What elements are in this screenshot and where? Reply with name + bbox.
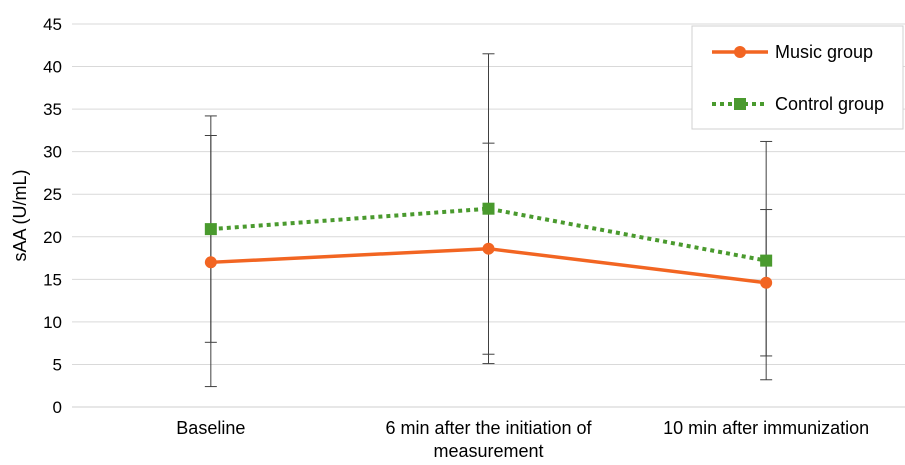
data-point-1-1 xyxy=(204,256,217,269)
y-axis: 0 5 10 15 20 25 30 35 40 45 xyxy=(43,15,62,417)
x-tick-label-line: measurement xyxy=(433,441,543,461)
x-tick-label-1: Baseline xyxy=(176,418,245,438)
y-tick-label-30: 30 xyxy=(43,143,62,162)
series-lines xyxy=(204,202,773,289)
y-tick-label-5: 5 xyxy=(53,355,62,374)
x-tick-label-3: 10 min after immunization xyxy=(663,418,869,438)
x-tick-label-line: 10 min after immunization xyxy=(663,418,869,438)
legend-marker-1 xyxy=(734,46,746,58)
y-tick-label-0: 0 xyxy=(53,398,62,417)
x-tick-label-line: 6 min after the initiation of xyxy=(385,418,592,438)
y-axis-label: sAA (U/mL) xyxy=(10,169,30,261)
y-tick-label-20: 20 xyxy=(43,228,62,247)
series-line-2 xyxy=(210,206,767,263)
x-tick-label-2: 6 min after the initiation of measurement xyxy=(385,418,592,461)
legend-label-1: Music group xyxy=(775,42,873,62)
error-bars xyxy=(204,53,773,388)
y-tick-label-10: 10 xyxy=(43,313,62,332)
y-tick-label-35: 35 xyxy=(43,100,62,119)
legend-marker-2 xyxy=(734,98,746,110)
data-point-2-3 xyxy=(760,254,773,267)
legend-label-2: Control group xyxy=(775,94,884,114)
y-tick-label-40: 40 xyxy=(43,58,62,77)
data-point-1-3 xyxy=(760,276,773,289)
y-tick-label-25: 25 xyxy=(43,185,62,204)
data-point-2-1 xyxy=(204,223,217,236)
y-tick-label-45: 45 xyxy=(43,15,62,34)
legend-box xyxy=(691,25,904,130)
x-tick-label-line: Baseline xyxy=(176,418,245,438)
data-point-2-2 xyxy=(482,202,495,215)
legend: Music group Control group xyxy=(691,25,904,130)
x-axis: Baseline 6 min after the initiation of mea… xyxy=(176,418,869,461)
data-point-1-2 xyxy=(482,242,495,255)
y-tick-label-15: 15 xyxy=(43,270,62,289)
